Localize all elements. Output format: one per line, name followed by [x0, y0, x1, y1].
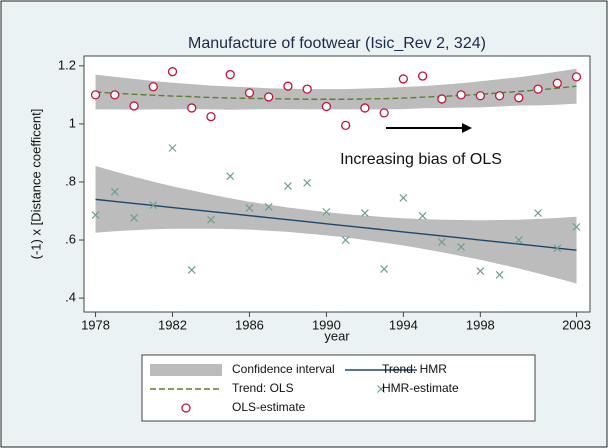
ols-marker: [379, 108, 389, 118]
hmr-marker: [572, 223, 581, 231]
hmr-marker: [130, 214, 138, 222]
y-tick-label: 1: [69, 115, 76, 130]
trend-line: [95, 198, 577, 251]
hmr-marker: [149, 201, 158, 210]
hmr-marker: [341, 236, 350, 244]
hmr-marker: [380, 265, 389, 273]
hmr-marker: [303, 178, 312, 187]
hmr-marker: [187, 265, 196, 274]
hmr-marker: [457, 243, 466, 251]
hmr-marker: [476, 267, 485, 275]
hmr-marker: [437, 238, 446, 246]
ols-marker: [341, 120, 351, 131]
ols-marker: [437, 94, 447, 104]
ols-marker: [571, 72, 582, 82]
ols-marker: [181, 403, 191, 413]
ols-marker: [167, 67, 178, 77]
hmr-marker: [514, 236, 523, 244]
legend-label: Confidence interval: [232, 362, 335, 376]
y-tick-label: .8: [65, 173, 76, 188]
legend-swatch: [150, 364, 222, 376]
hmr-marker: [399, 194, 408, 202]
x-axis-label: year: [324, 328, 350, 343]
y-axis-label: (-1) x [Distance coefficent]: [28, 109, 43, 260]
hmr-marker: [553, 244, 562, 253]
hmr-marker: [534, 209, 542, 217]
x-tick-label: 1986: [235, 317, 264, 332]
y-tick-label: .6: [65, 231, 76, 246]
chart-title: Manufacture of footwear (Isic_Rev 2, 324…: [188, 35, 486, 52]
arrow-head: [462, 123, 472, 133]
ols-marker: [552, 78, 562, 88]
legend-label: Trend: HMR: [382, 362, 447, 376]
hmr-marker: [418, 212, 427, 220]
ols-marker: [129, 101, 139, 111]
legend-label: OLS-estimate: [232, 400, 306, 414]
ols-marker: [360, 103, 370, 113]
x-tick-label: 1982: [158, 317, 187, 332]
ols-marker: [494, 91, 505, 101]
ols-marker: [302, 84, 312, 94]
hmr-marker: [360, 209, 369, 217]
x-tick-label: 1978: [81, 317, 110, 332]
ols-marker: [264, 92, 274, 102]
hmr-marker: [91, 211, 100, 219]
legend-label: Trend: OLS: [232, 381, 294, 395]
ols-marker: [187, 103, 197, 113]
hmr-marker: [110, 187, 119, 196]
x-tick-label: 1998: [466, 317, 495, 332]
hmr-marker: [495, 270, 504, 279]
hmr-marker: [377, 385, 385, 393]
legend: [141, 354, 536, 422]
hmr-marker: [226, 172, 235, 181]
y-tick-label: .4: [65, 290, 76, 305]
hmr-marker: [264, 203, 273, 211]
hmr-marker: [284, 182, 292, 190]
hmr-marker: [245, 204, 254, 213]
ols-marker: [456, 90, 466, 100]
hmr-marker: [207, 215, 215, 224]
x-tick-label: 1994: [389, 317, 418, 332]
hmr-marker: [322, 207, 331, 216]
legend-label: HMR-estimate: [382, 381, 459, 395]
plot: .4 .6 .8 1 1.2 1978 1982 1986 1990 1994 1998 2003: [58, 57, 591, 332]
ols-marker: [533, 84, 543, 94]
ols-marker: [206, 112, 216, 122]
x-tick-label: 1990: [312, 317, 341, 332]
ols-marker: [398, 74, 409, 84]
ols-marker: [283, 81, 293, 91]
ols-marker: [148, 82, 158, 92]
ols-marker: [110, 90, 120, 100]
hmr-marker: [168, 144, 177, 152]
ols-marker: [321, 101, 332, 112]
ols-marker: [244, 88, 255, 98]
confidence-band: [95, 68, 577, 110]
y-tick-label: 1.2: [58, 57, 76, 72]
ols-marker: [225, 69, 235, 80]
ols-marker: [475, 91, 485, 101]
ols-marker: [417, 71, 428, 81]
x-tick-label: 2003: [562, 317, 591, 332]
annotation: Increasing bias of OLS: [340, 151, 502, 168]
ols-marker: [514, 93, 524, 103]
ols-marker: [90, 90, 101, 100]
